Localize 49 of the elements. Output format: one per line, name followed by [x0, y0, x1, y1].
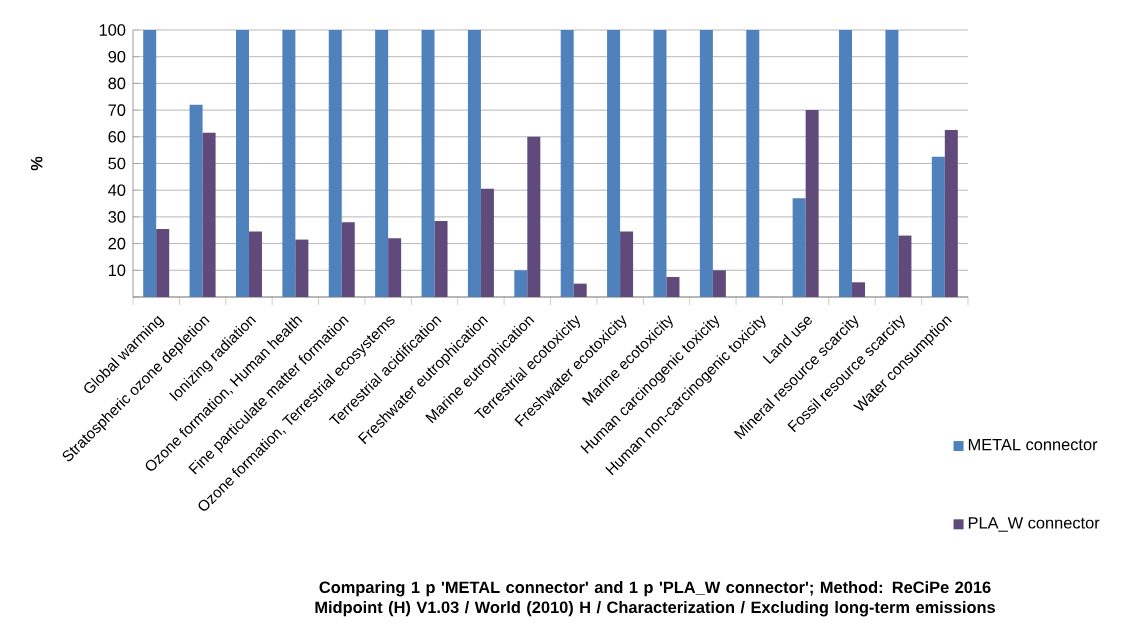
legend-label: PLA_W connector: [968, 517, 1100, 532]
bar: [620, 231, 634, 297]
y-axis-title: %: [30, 156, 43, 171]
y-tick-label: 70: [108, 104, 126, 116]
bar: [944, 130, 958, 297]
bar: [328, 29, 342, 297]
text: Comparing 1 p 'METAL connector' and 1 p 'PLA_W connector'; Method: ReCiPe 2016 Midpoint (H) V1.03 / World (2010) H / Characterization / Excluding long-term emissions: [315, 581, 995, 617]
y-tick-label: 80: [108, 77, 126, 90]
bar: [607, 29, 621, 297]
bar: [653, 29, 667, 297]
bar: [898, 235, 912, 297]
bar: [527, 136, 541, 297]
bar: [712, 270, 726, 297]
bar: [189, 104, 203, 297]
y-tick-label: 10: [108, 264, 126, 277]
bar: [421, 29, 435, 297]
bar: [467, 29, 481, 297]
bar: [885, 29, 899, 297]
y-tick-label: 40: [108, 184, 126, 196]
bar: [235, 29, 249, 297]
bar: [143, 29, 157, 297]
bar: [156, 228, 170, 297]
bar: [480, 188, 494, 297]
bar: [852, 282, 866, 297]
bar: [839, 29, 853, 297]
y-tick-label: 20: [108, 237, 126, 250]
bar: [792, 198, 806, 297]
bar: [375, 29, 389, 297]
y-tick-label: 90: [108, 50, 126, 63]
bar: [805, 110, 819, 297]
y-tick-label: 60: [108, 130, 126, 143]
bar: [560, 29, 574, 297]
bar: [746, 29, 760, 297]
bar: [931, 156, 945, 297]
legend-label: METAL connector: [968, 438, 1098, 451]
bar: [514, 270, 528, 297]
bar: [248, 231, 262, 297]
bar: [202, 132, 216, 297]
bar: [295, 239, 309, 297]
bar: [699, 29, 713, 297]
bar: [666, 276, 680, 297]
y-tick-label: 30: [108, 211, 126, 223]
y-tick-label: 50: [108, 157, 126, 170]
y-tick-label: 100: [99, 24, 126, 36]
bar: [434, 220, 448, 297]
bar: [341, 222, 355, 297]
bar: [573, 283, 587, 297]
bar: [282, 29, 296, 297]
bar: [388, 238, 402, 297]
